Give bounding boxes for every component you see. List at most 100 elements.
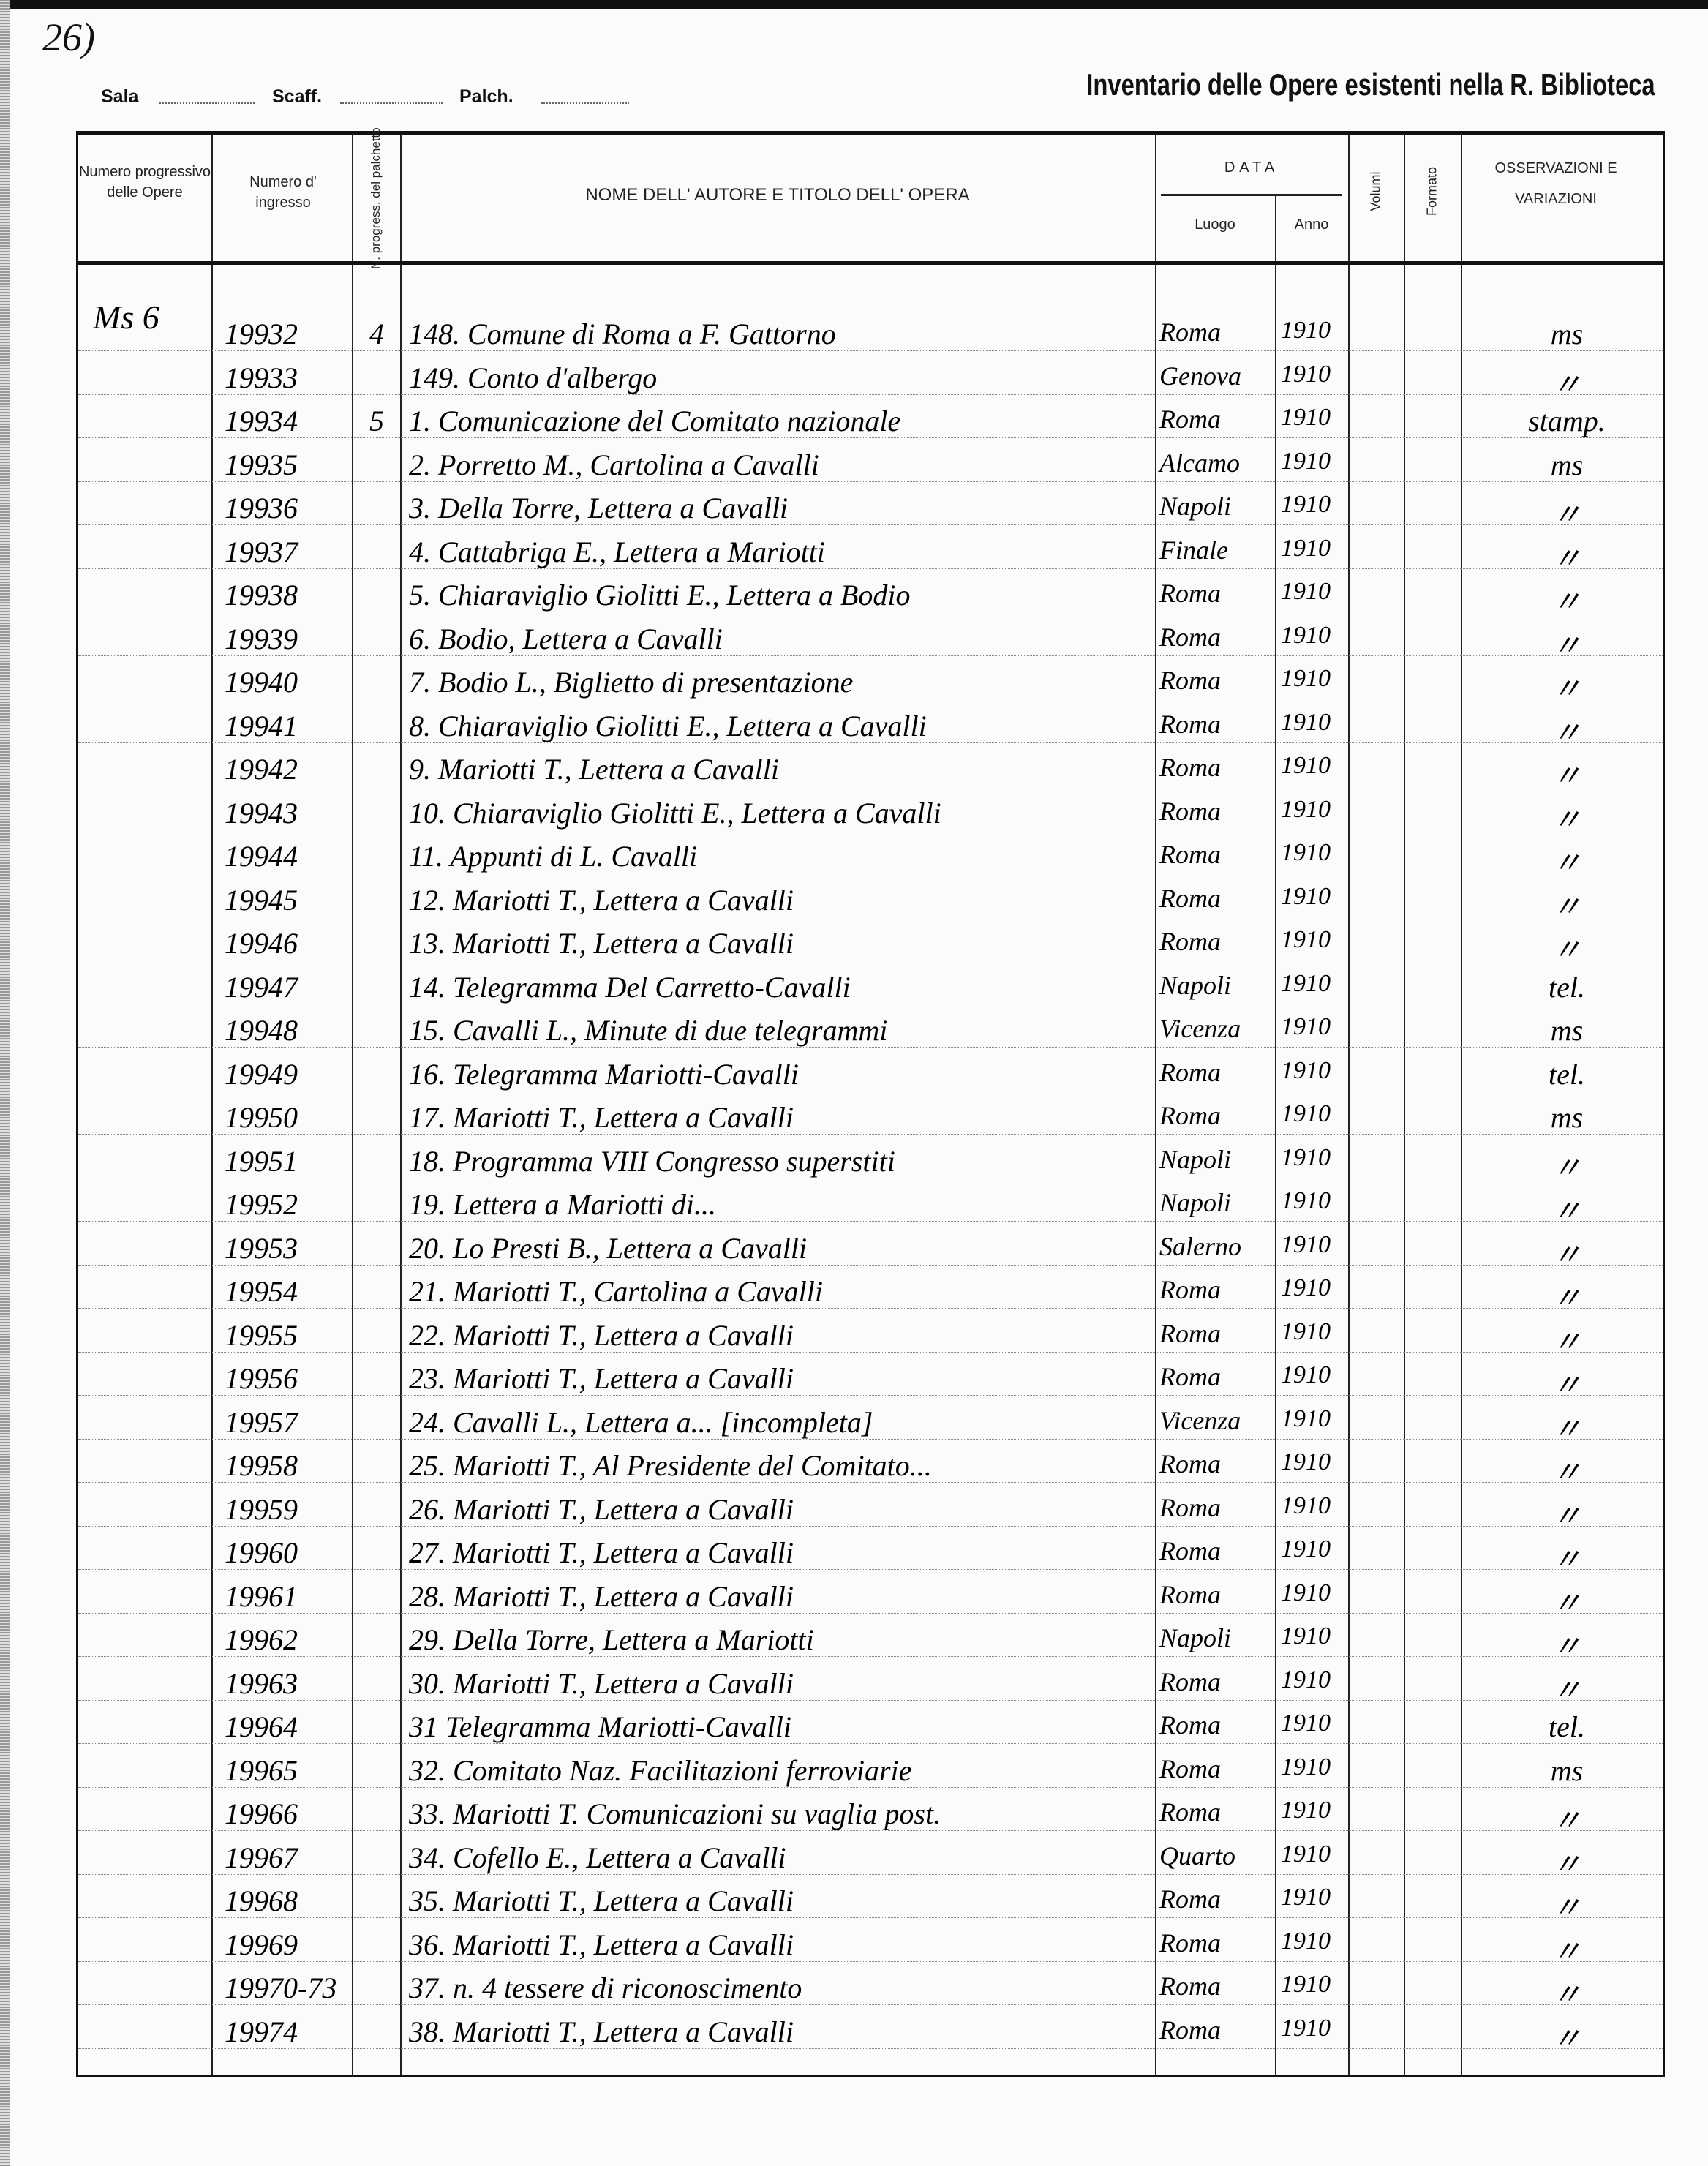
cell-luogo: Roma	[1159, 1710, 1221, 1740]
cell-titolo: 13. Mariotti T., Lettera a Cavalli	[409, 927, 794, 960]
row-rule	[78, 1221, 1663, 1222]
cell-osservazioni: 〃	[1552, 367, 1581, 401]
cell-titolo: 35. Mariotti T., Lettera a Cavalli	[409, 1884, 794, 1917]
cell-numero-ingresso: 19952	[225, 1188, 298, 1221]
cell-luogo: Napoli	[1159, 1144, 1232, 1174]
cell-palchetto: 4	[369, 317, 384, 350]
row-rule	[78, 1786, 1663, 1788]
cell-luogo: Vicenza	[1159, 1014, 1241, 1043]
row-rule	[78, 481, 1663, 482]
data-divider	[1161, 194, 1342, 196]
cell-luogo: Roma	[1159, 796, 1221, 826]
cell-titolo: 34. Cofello E., Lettera a Cavalli	[409, 1840, 786, 1874]
cell-anno: 1910	[1281, 491, 1331, 518]
cell-numero-ingresso: 19959	[225, 1492, 298, 1526]
scaff-field	[340, 102, 443, 104]
cell-luogo: Roma	[1159, 840, 1221, 869]
cell-numero-ingresso: 19967	[225, 1840, 298, 1874]
cell-anno: 1910	[1281, 1797, 1331, 1824]
cell-luogo: Roma	[1159, 1101, 1221, 1130]
cell-luogo: Roma	[1159, 666, 1221, 695]
cell-titolo: 36. Mariotti T., Lettera a Cavalli	[409, 1928, 794, 1961]
row-rule	[78, 394, 1663, 395]
row-rule	[78, 2047, 1663, 2049]
row-rule	[78, 1960, 1663, 1962]
cell-titolo: 10. Chiaraviglio Giolitti E., Lettera a …	[409, 796, 941, 830]
row-rule	[78, 1264, 1663, 1266]
cell-anno: 1910	[1281, 1492, 1331, 1519]
cell-luogo: Roma	[1159, 1579, 1221, 1609]
cell-anno: 1910	[1281, 1274, 1331, 1301]
cell-anno: 1910	[1281, 360, 1331, 388]
cell-numero-ingresso: 19939	[225, 622, 298, 655]
row-rule	[78, 1134, 1663, 1135]
row-rule	[78, 1438, 1663, 1440]
header-n-progress-palchetto: N. progress. del palchetto	[369, 127, 383, 269]
cell-anno: 1910	[1281, 1884, 1331, 1911]
cell-titolo: 25. Mariotti T., Al Presidente del Comit…	[409, 1449, 932, 1482]
cell-titolo: 23. Mariotti T., Lettera a Cavalli	[409, 1362, 794, 1395]
cell-osservazioni: 〃	[1552, 1543, 1581, 1576]
inventory-table: Numero progressivo delle Opere Numero d'…	[76, 127, 1665, 2077]
cell-numero-ingresso: 19974	[225, 2015, 298, 2048]
scan-top-edge	[0, 0, 1708, 9]
cell-osservazioni: 〃	[1552, 2021, 1581, 2055]
cell-luogo: Finale	[1159, 535, 1228, 565]
cell-anno: 1910	[1281, 447, 1331, 475]
cell-titolo: 149. Conto d'albergo	[409, 361, 658, 394]
cell-anno: 1910	[1281, 578, 1331, 605]
cell-numero-ingresso: 19962	[225, 1623, 298, 1656]
column-divider	[1155, 135, 1156, 2075]
cell-numero-ingresso: 19966	[225, 1797, 298, 1830]
cell-anno: 1910	[1281, 1753, 1331, 1780]
cell-titolo: 24. Cavalli L., Lettera a... [incompleta…	[409, 1405, 873, 1439]
header-rule	[78, 261, 1663, 265]
column-divider	[1404, 135, 1405, 2075]
header-data: DATA	[1224, 159, 1279, 176]
cell-osservazioni: stamp.	[1528, 405, 1606, 437]
cell-titolo: 26. Mariotti T., Lettera a Cavalli	[409, 1492, 794, 1526]
cell-numero-ingresso: 19933	[225, 361, 298, 394]
cell-luogo: Roma	[1159, 1275, 1221, 1304]
cell-osservazioni: 〃	[1552, 1847, 1581, 1881]
shelfmark: Ms 6	[93, 298, 159, 336]
cell-anno: 1910	[1281, 795, 1331, 823]
cell-titolo: 1. Comunicazione del Comitato nazionale	[409, 405, 901, 437]
row-rule	[78, 1525, 1663, 1527]
cell-titolo: 37. n. 4 tessere di riconoscimento	[409, 1971, 802, 2004]
cell-numero-ingresso: 19953	[225, 1231, 298, 1265]
cell-numero-ingresso: 19944	[225, 840, 298, 873]
cell-numero-ingresso: 19937	[225, 535, 298, 568]
cell-osservazioni: 〃	[1552, 672, 1581, 705]
cell-titolo: 9. Mariotti T., Lettera a Cavalli	[409, 753, 779, 786]
cell-luogo: Roma	[1159, 1362, 1221, 1391]
cell-numero-ingresso: 19949	[225, 1057, 298, 1091]
cell-osservazioni: 〃	[1552, 541, 1581, 575]
cell-titolo: 17. Mariotti T., Lettera a Cavalli	[409, 1101, 794, 1134]
row-rule	[78, 1395, 1663, 1396]
cell-titolo: 8. Chiaraviglio Giolitti E., Lettera a C…	[409, 709, 927, 742]
cell-osservazioni: 〃	[1552, 1934, 1581, 1968]
cell-numero-ingresso: 19943	[225, 796, 298, 830]
cell-osservazioni: 〃	[1552, 1151, 1581, 1184]
cell-luogo: Napoli	[1159, 1188, 1232, 1217]
cell-luogo: Roma	[1159, 622, 1221, 652]
cell-anno: 1910	[1281, 1840, 1331, 1868]
cell-osservazioni: ms	[1550, 317, 1584, 350]
cell-titolo: 29. Della Torre, Lettera a Mariotti	[409, 1623, 814, 1656]
cell-anno: 1910	[1281, 1187, 1331, 1214]
cell-numero-ingresso: 19946	[225, 927, 298, 960]
cell-osservazioni: 〃	[1552, 1369, 1581, 1402]
cell-numero-ingresso: 19960	[225, 1536, 298, 1569]
cell-anno: 1910	[1281, 1143, 1331, 1171]
cell-titolo: 28. Mariotti T., Lettera a Cavalli	[409, 1579, 794, 1613]
cell-osservazioni: 〃	[1552, 1238, 1581, 1271]
cell-osservazioni: 〃	[1552, 628, 1581, 662]
row-rule	[78, 1612, 1663, 1614]
cell-osservazioni: 〃	[1552, 1891, 1581, 1924]
row-rule	[78, 350, 1663, 351]
cell-anno: 1910	[1281, 1230, 1331, 1258]
cell-numero-ingresso: 19955	[225, 1318, 298, 1352]
cell-numero-ingresso: 19964	[225, 1710, 298, 1743]
cell-luogo: Roma	[1159, 1666, 1221, 1696]
